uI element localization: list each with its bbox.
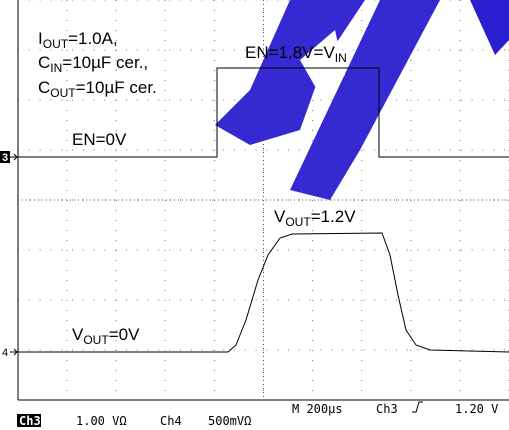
status-scale: 500mVΩ <box>208 414 251 428</box>
channel-marker: 3 <box>2 152 8 164</box>
trigger-slope <box>412 401 423 413</box>
channel-marker: 4 <box>2 347 8 359</box>
marker-box <box>0 151 10 163</box>
annotation: COUT=10µF cer. <box>38 78 157 100</box>
status-channel: Ch4 <box>160 414 182 428</box>
watermark <box>215 0 509 200</box>
vout-trace <box>18 232 509 353</box>
status-timebase: M 200µs <box>292 402 343 416</box>
annotation: CIN=10µF cer., <box>38 53 148 75</box>
annotation: VOUT=0V <box>72 325 140 347</box>
annotation: EN=1.8V=VIN <box>245 43 347 65</box>
marker-arrow <box>10 153 18 161</box>
status-trigger-source: Ch3 <box>376 402 398 416</box>
ch-highlight <box>17 414 41 427</box>
annotation: VOUT=1.2V <box>274 207 356 229</box>
marker-arrow <box>10 348 18 356</box>
en-trace <box>18 67 509 158</box>
status-channel: Ch3 <box>19 414 41 428</box>
annotation: IOUT=1.0A, <box>38 29 118 51</box>
graticule <box>17 0 509 401</box>
status-scale: 1.00 VΩ <box>76 414 127 428</box>
annotation: EN=0V <box>72 130 127 149</box>
status-trigger-level: 1.20 V <box>455 402 498 416</box>
